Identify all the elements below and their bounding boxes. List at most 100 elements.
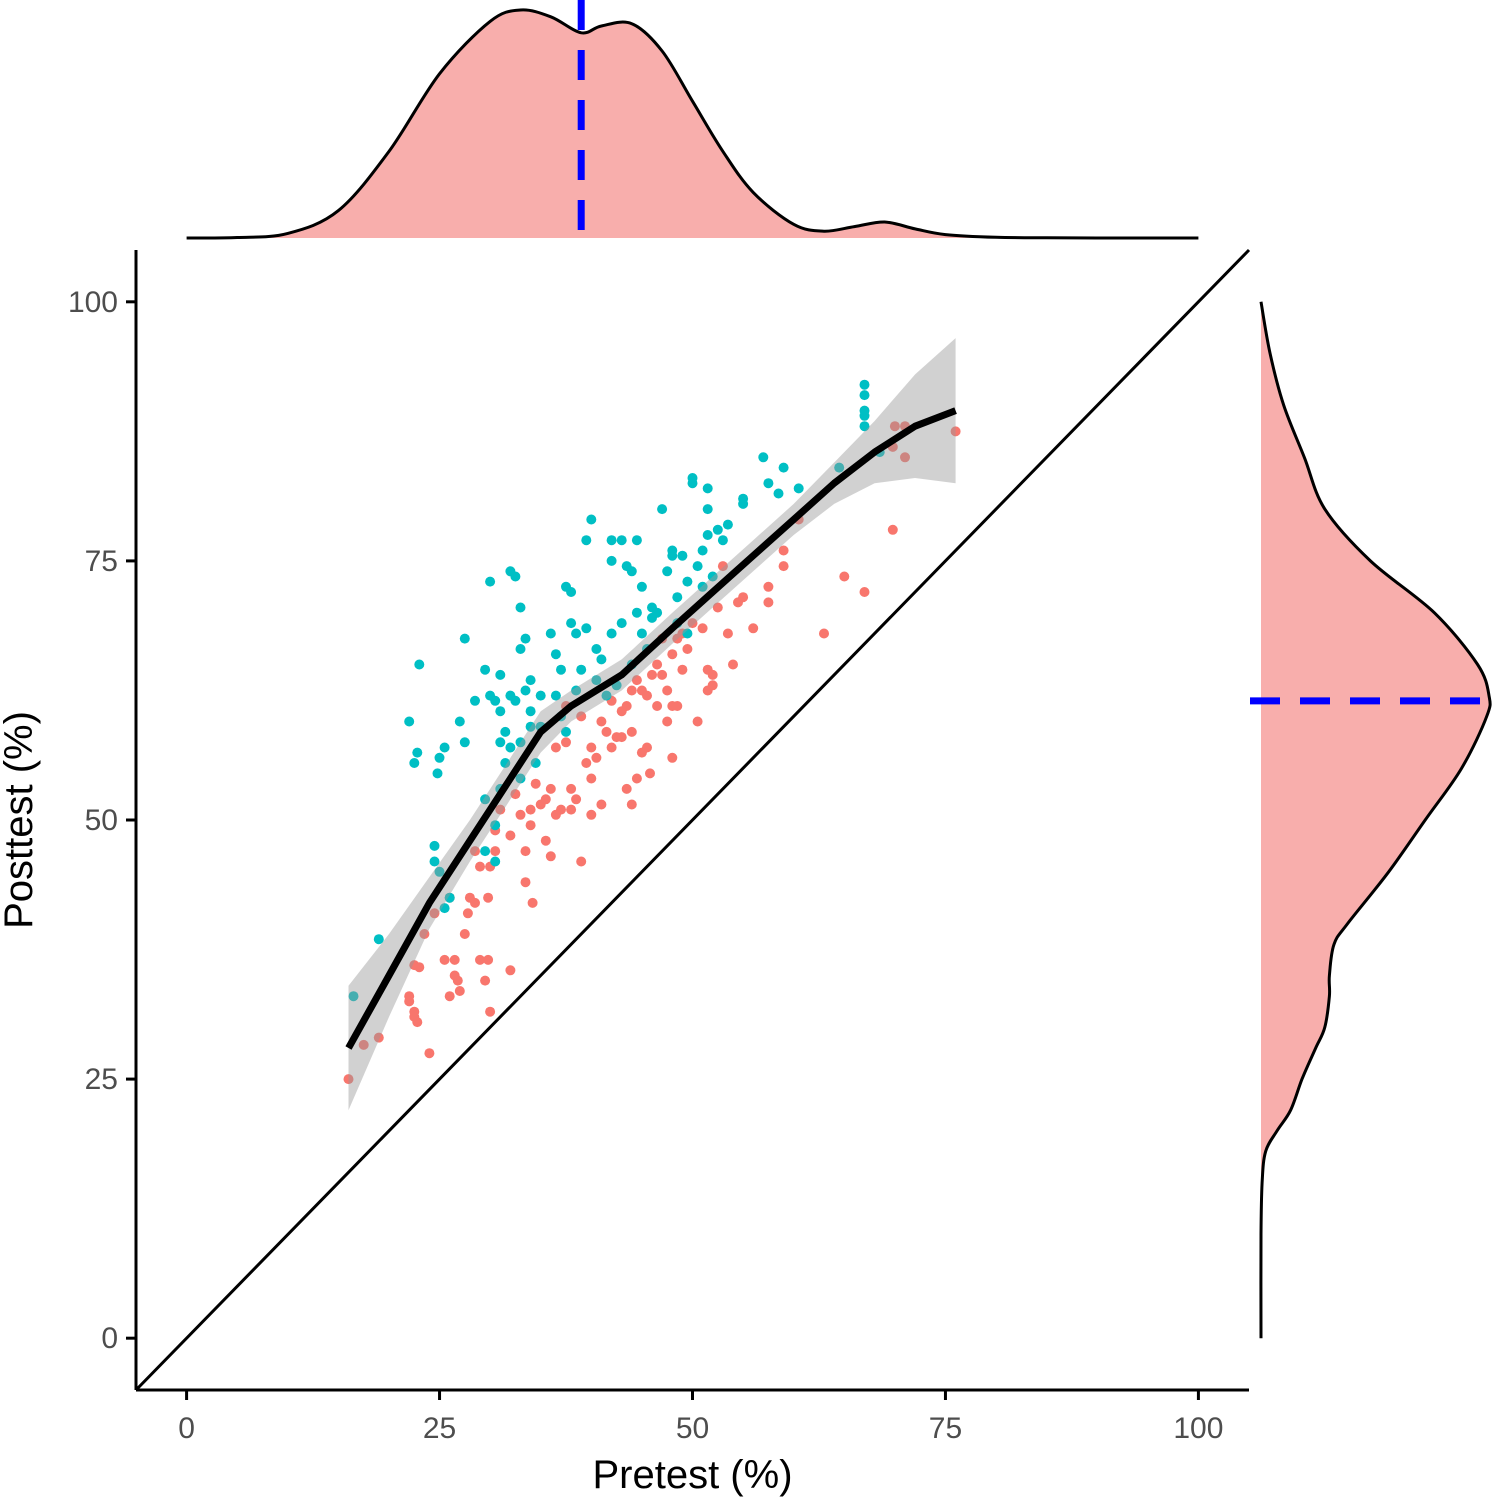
data-point (459, 929, 470, 939)
data-point (510, 789, 521, 800)
data-point (672, 701, 683, 711)
data-point (490, 856, 501, 867)
data-point (682, 628, 693, 639)
data-point (859, 410, 870, 421)
data-point (717, 535, 728, 546)
y-density-panel (1250, 301, 1500, 1339)
data-point (626, 726, 637, 737)
data-point (859, 587, 870, 597)
data-point (642, 690, 652, 701)
data-point (419, 929, 430, 939)
data-point (839, 571, 850, 582)
data-point (505, 830, 516, 841)
data-point (631, 675, 642, 686)
data-point (480, 975, 491, 986)
identity-reference-line (134, 248, 1251, 1392)
data-point (626, 799, 637, 810)
data-point (606, 535, 617, 546)
x-tick-label: 0 (178, 1412, 195, 1445)
data-point (470, 846, 480, 857)
data-point (586, 514, 597, 525)
data-point (697, 581, 708, 592)
data-point (596, 716, 607, 727)
x-tick-label: 50 (676, 1412, 709, 1445)
data-point (712, 524, 723, 535)
data-point (500, 758, 511, 768)
data-point (778, 462, 789, 473)
data-point (707, 680, 718, 691)
smooth-trend-line (345, 407, 957, 1050)
data-point (859, 379, 870, 390)
y-tick-label: 50 (85, 804, 118, 837)
data-point (631, 773, 642, 784)
data-point (556, 664, 566, 675)
data-point (834, 462, 845, 473)
data-point (596, 799, 607, 810)
data-point (576, 711, 587, 722)
data-point (449, 954, 460, 965)
data-point (404, 716, 415, 727)
data-point (707, 669, 718, 680)
data-point (429, 840, 440, 851)
data-point (470, 897, 480, 908)
data-point (373, 934, 384, 945)
data-point (483, 954, 494, 965)
data-point (586, 742, 597, 753)
data-point (626, 566, 637, 577)
data-point (636, 628, 647, 639)
data-point (439, 742, 450, 753)
data-point (490, 695, 501, 706)
data-point (414, 659, 425, 670)
data-point (621, 701, 632, 711)
data-point (480, 846, 491, 857)
y-density-curve (1259, 301, 1492, 1339)
data-point (642, 742, 652, 753)
data-point (571, 628, 582, 639)
data-point (535, 690, 546, 701)
data-point (495, 706, 506, 717)
data-point (667, 752, 678, 763)
data-point (606, 742, 617, 753)
data-point (697, 545, 708, 556)
data-point (606, 628, 617, 639)
data-point (434, 752, 445, 763)
data-point (495, 804, 506, 815)
data-point (520, 846, 531, 857)
data-point (439, 954, 450, 965)
data-point (763, 478, 774, 489)
data-point (571, 794, 582, 805)
data-point (483, 892, 494, 903)
data-point (525, 706, 536, 717)
data-point (717, 561, 728, 572)
main-plot-panel: 0 25 50 75 100 0 25 50 75 100 Pretest (%) Postte… (0, 248, 1251, 1497)
data-point (527, 897, 538, 908)
data-point (556, 804, 566, 815)
data-point (414, 962, 425, 973)
data-point (452, 975, 463, 986)
data-point (859, 421, 870, 432)
y-tick-label: 0 (101, 1322, 118, 1355)
data-point (591, 675, 602, 686)
data-point (343, 1074, 354, 1085)
data-point (550, 649, 561, 660)
data-point (616, 732, 627, 743)
data-point (566, 618, 577, 629)
data-point (576, 664, 587, 675)
data-point (566, 804, 577, 815)
data-point (738, 592, 749, 603)
data-point (459, 737, 470, 748)
x-tick-label: 75 (929, 1412, 962, 1445)
data-point (652, 659, 663, 670)
data-point (859, 390, 870, 401)
data-point (545, 628, 556, 639)
data-point (581, 758, 592, 768)
data-point (373, 1032, 384, 1043)
data-point (652, 607, 663, 618)
smooth-confidence-ribbon (348, 338, 956, 1111)
data-point (571, 685, 582, 696)
data-point (439, 903, 450, 914)
data-point (682, 644, 693, 654)
data-point (500, 726, 511, 737)
data-point (591, 644, 602, 654)
data-point (647, 669, 657, 680)
